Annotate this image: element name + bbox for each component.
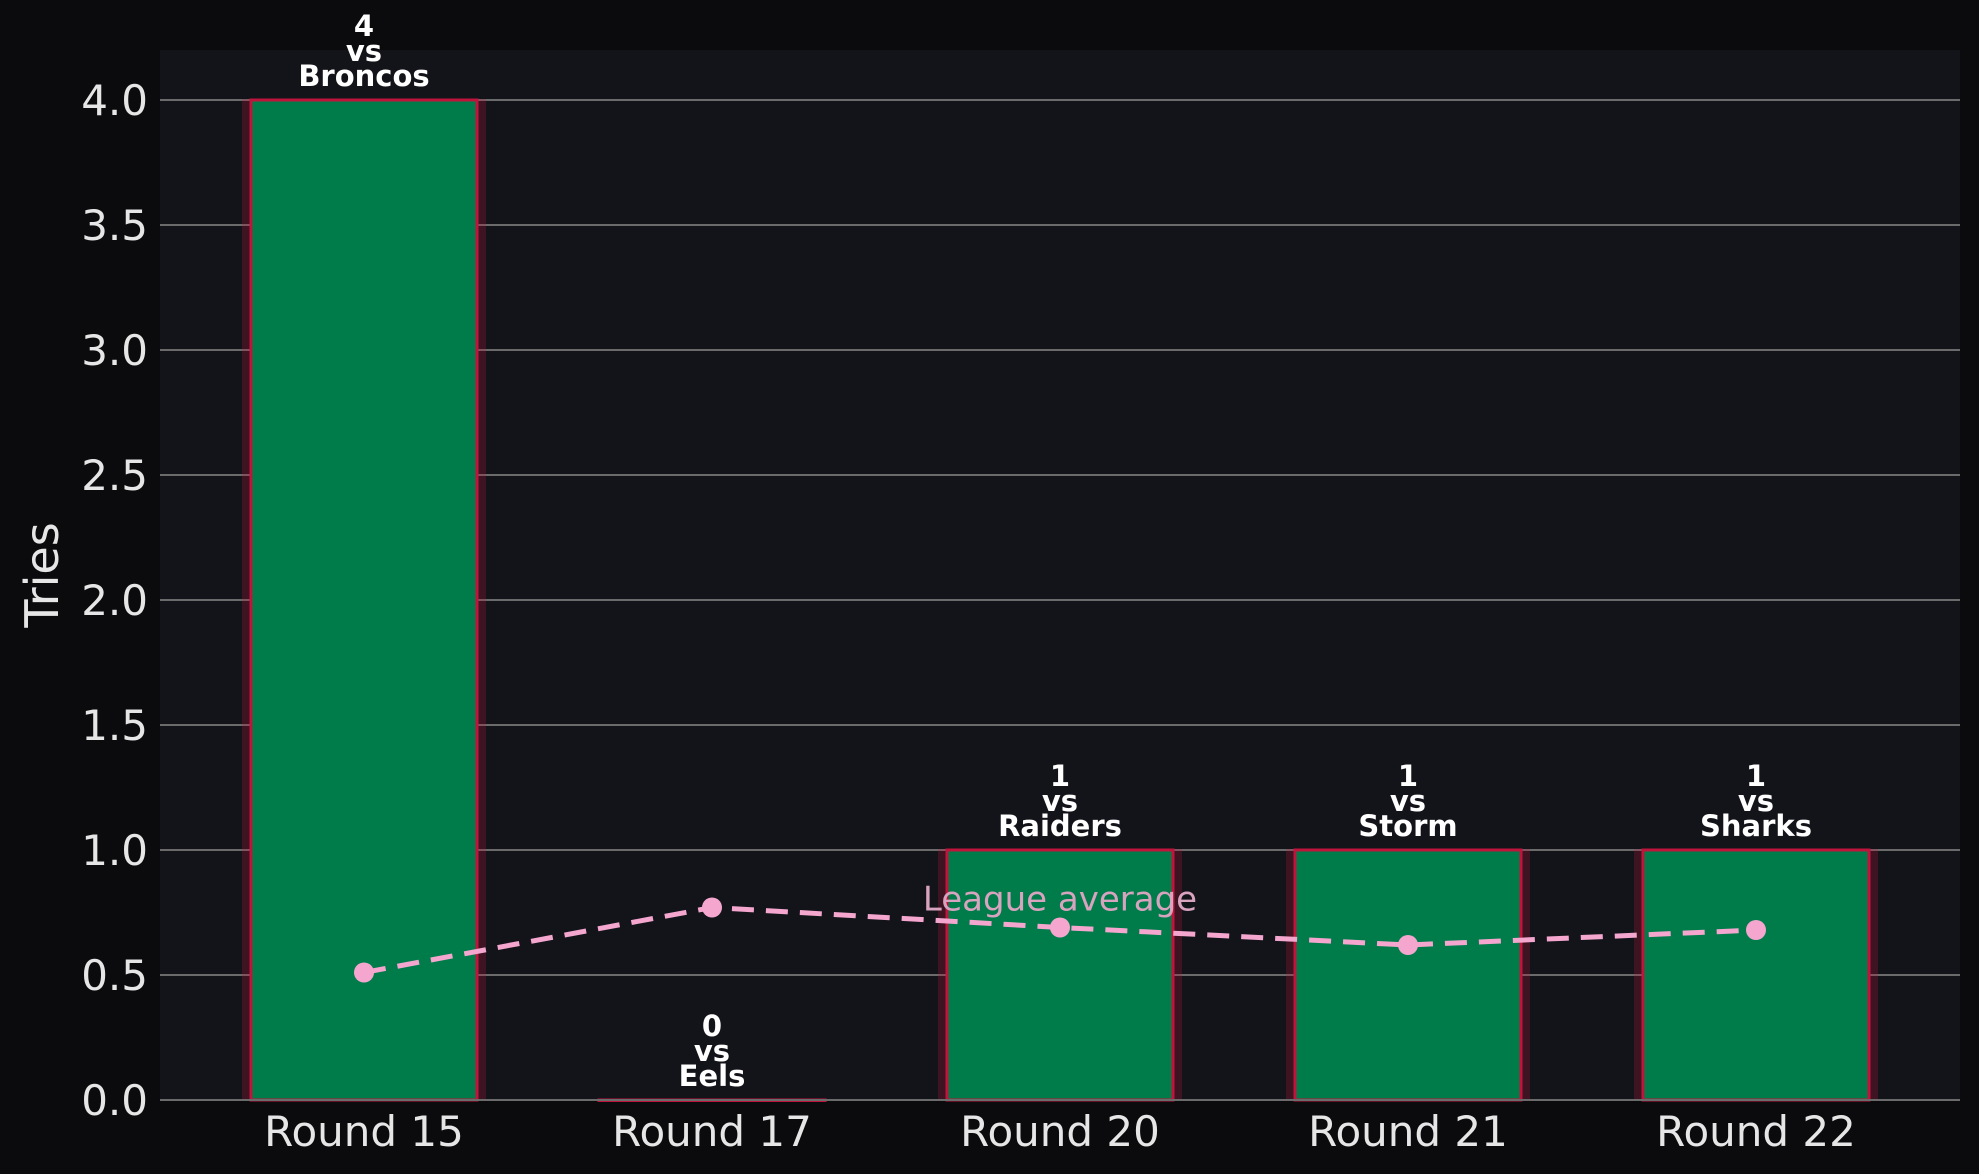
x-tick-label: Round 20 xyxy=(960,1107,1160,1156)
x-tick-label: Round 21 xyxy=(1308,1107,1508,1156)
league-average-series xyxy=(354,897,1766,983)
bar-opponent-label: Eels xyxy=(679,1059,746,1093)
y-tick-label: 1.0 xyxy=(81,826,148,875)
bar-vs-label: vs xyxy=(346,34,382,68)
bar-value-label: 1 xyxy=(1398,759,1418,793)
bars xyxy=(242,98,1878,1102)
bar-round-22 xyxy=(1641,848,1871,1102)
bar-opponent-label: Storm xyxy=(1358,809,1457,843)
bar-labels: 4vsBroncos0vsEels1vsRaiders1vsStorm1vsSh… xyxy=(298,9,1812,1093)
y-tick-label: 0.0 xyxy=(81,1076,148,1125)
bar-opponent-label: Raiders xyxy=(998,809,1122,843)
league-average-point xyxy=(1050,917,1070,938)
y-tick-label: 3.0 xyxy=(81,326,148,375)
league-average-line xyxy=(363,904,1757,975)
bar-value-label: 1 xyxy=(1050,759,1070,793)
bar-vs-label: vs xyxy=(694,1034,730,1068)
league-average-point xyxy=(354,962,374,983)
y-tick-label: 0.5 xyxy=(81,951,148,1000)
y-tick-label: 1.5 xyxy=(81,701,148,750)
bar-vs-label: vs xyxy=(1738,784,1774,818)
y-tick-label: 2.0 xyxy=(81,576,148,625)
bar-vs-label: vs xyxy=(1042,784,1078,818)
y-tick-label: 2.5 xyxy=(81,451,148,500)
league-average-point xyxy=(1746,920,1766,940)
x-tick-label: Round 15 xyxy=(264,1107,464,1156)
axes: 0.0 0.5 1.0 1.5 2.0 2.5 3.0 3.5 4.0 Round 15 Round… xyxy=(81,76,1960,1156)
bar-opponent-label: Broncos xyxy=(298,59,429,93)
bar-value-label: 1 xyxy=(1746,759,1766,793)
league-average-label: League average xyxy=(923,880,1197,920)
league-average-point xyxy=(1398,935,1418,955)
bar-round-21 xyxy=(1293,848,1523,1102)
x-tick-label: Round 17 xyxy=(612,1107,812,1156)
y-tick-label: 4.0 xyxy=(81,76,148,125)
y-tick-label: 3.5 xyxy=(81,201,148,250)
bar-vs-label: vs xyxy=(1390,784,1426,818)
bar-value-label: 4 xyxy=(354,9,374,43)
bar-round-20 xyxy=(945,848,1175,1102)
bar-opponent-label: Sharks xyxy=(1700,809,1812,843)
x-tick-label: Round 22 xyxy=(1656,1107,1856,1156)
bar-value-label: 0 xyxy=(702,1009,722,1043)
y-axis-title: Tries xyxy=(15,522,69,628)
league-average-point xyxy=(702,897,722,918)
bar-round-15 xyxy=(249,98,479,1102)
